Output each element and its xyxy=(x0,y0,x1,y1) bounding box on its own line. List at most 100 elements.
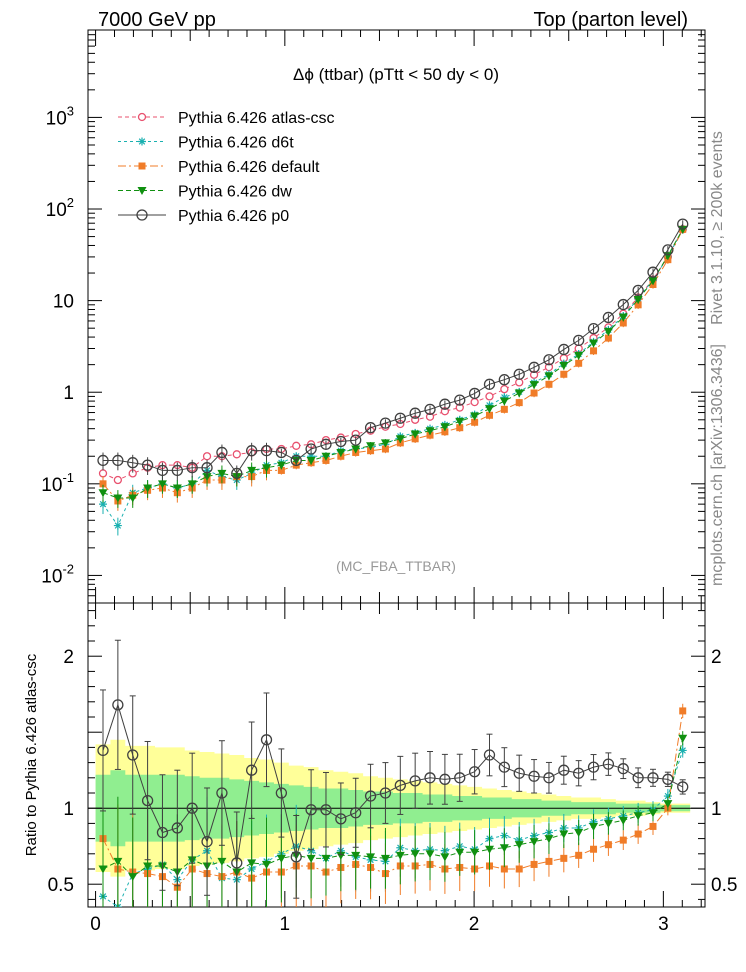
ratio-data-point xyxy=(290,851,302,863)
legend-marker xyxy=(136,209,148,221)
main-data-point xyxy=(186,462,198,474)
main-data-point xyxy=(589,339,599,348)
main-data-point xyxy=(558,343,570,356)
main-data-point xyxy=(97,454,109,467)
main-data-point xyxy=(379,417,392,429)
ratio-data-point xyxy=(632,772,644,784)
main-data-point xyxy=(574,351,584,360)
main-data-point xyxy=(292,452,301,461)
main-data-point xyxy=(454,394,466,406)
ratio-data-point xyxy=(454,772,466,784)
x-tick-label: 0 xyxy=(90,914,101,935)
main-data-point xyxy=(677,218,689,230)
main-data-point xyxy=(216,446,228,459)
main-data-point xyxy=(306,456,316,465)
ratio-data-point xyxy=(141,794,154,807)
ratio-series-group xyxy=(97,639,689,907)
ratio-data-point xyxy=(425,850,435,859)
main-data-point xyxy=(500,385,509,394)
main-data-point xyxy=(590,347,598,355)
main-data-point xyxy=(514,389,524,398)
main-data-point xyxy=(99,500,108,509)
ratio-data-point xyxy=(662,773,674,785)
ratio-series-line xyxy=(102,710,684,888)
ratio-data-point xyxy=(171,822,183,834)
ratio-data-point xyxy=(603,819,613,828)
ratio-plot-frame xyxy=(87,602,706,908)
main-y-tick-label: 102 xyxy=(46,195,74,221)
ratio-data-point xyxy=(97,744,109,757)
ratio-y-tick-label-left: 1 xyxy=(63,799,74,820)
main-data-point xyxy=(470,412,480,421)
main-data-point xyxy=(513,368,525,380)
header-left-label: 7000 GeV pp xyxy=(98,9,216,31)
ratio-data-point xyxy=(275,787,288,799)
main-data-point xyxy=(483,378,496,390)
legend-marker xyxy=(138,162,146,170)
ratio-data-point xyxy=(575,851,583,859)
main-data-point xyxy=(560,370,568,378)
main-data-point xyxy=(366,442,376,451)
main-data-point xyxy=(648,277,658,286)
ratio-data-point xyxy=(663,800,673,809)
ratio-data-point xyxy=(276,854,286,863)
ratio-data-point xyxy=(484,845,494,854)
main-data-point xyxy=(500,405,508,413)
legend-entry-label: Pythia 6.426 dw xyxy=(178,184,292,201)
ratio-y-tick-label-left: 2 xyxy=(63,647,74,668)
ratio-data-point xyxy=(440,853,450,862)
main-data-point xyxy=(559,361,569,370)
ratio-data-point xyxy=(543,772,555,784)
ratio-data-point xyxy=(98,865,108,874)
main-data-point xyxy=(128,494,138,503)
main-data-point xyxy=(171,464,183,477)
ratio-data-point xyxy=(216,787,228,799)
ratio-data-point xyxy=(366,853,376,862)
legend-marker xyxy=(137,112,147,122)
main-data-point xyxy=(276,461,286,470)
main-data-point xyxy=(471,418,479,426)
main-data-point xyxy=(232,450,241,459)
main-data-point xyxy=(98,469,108,478)
ratio-data-point xyxy=(602,758,615,770)
main-data-point xyxy=(187,480,197,489)
ratio-data-point xyxy=(544,835,554,844)
main-data-point xyxy=(335,435,347,448)
ratio-data-point xyxy=(634,830,642,838)
ratio-series-line xyxy=(102,703,683,864)
ratio-data-point xyxy=(589,822,599,831)
ratio-y-tick-label-right: 0.5 xyxy=(711,875,737,896)
main-data-point xyxy=(350,434,362,446)
ratio-data-point xyxy=(380,854,390,863)
chart-title: Δϕ (ttbar) (pTtt < 50 dy < 0) xyxy=(293,65,499,84)
ratio-data-point xyxy=(618,816,628,825)
ratio-data-point xyxy=(321,854,331,863)
ratio-data-point xyxy=(262,860,272,869)
ratio-data-point xyxy=(128,873,138,882)
main-data-point xyxy=(485,411,493,419)
header-right-label: Top (parton level) xyxy=(533,9,688,31)
ratio-data-point xyxy=(395,851,405,860)
ratio-data-point xyxy=(573,767,585,779)
ratio-y-tick-label-right: 1 xyxy=(711,799,722,820)
legend-entry-label: Pythia 6.426 default xyxy=(178,159,320,176)
main-data-point xyxy=(441,428,449,436)
main-data-point xyxy=(380,439,390,448)
main-data-point xyxy=(440,423,450,432)
legend-marker xyxy=(137,187,147,195)
main-series-group xyxy=(97,218,689,536)
ratio-axis-label: Ratio to Pythia 6.426 atlas-csc xyxy=(23,653,40,856)
ratio-data-point xyxy=(499,844,509,853)
main-data-point xyxy=(201,462,213,474)
ratio-data-point xyxy=(247,859,257,868)
ratio-data-point xyxy=(470,848,480,857)
ratio-data-point xyxy=(439,773,451,785)
main-data-point xyxy=(336,448,346,457)
ratio-data-point xyxy=(351,851,361,860)
main-data-point xyxy=(662,244,674,256)
ratio-data-point xyxy=(559,830,569,839)
main-data-point xyxy=(575,359,583,367)
ratio-data-point xyxy=(560,854,568,862)
main-data-point xyxy=(113,494,123,503)
ratio-data-point xyxy=(410,850,420,859)
